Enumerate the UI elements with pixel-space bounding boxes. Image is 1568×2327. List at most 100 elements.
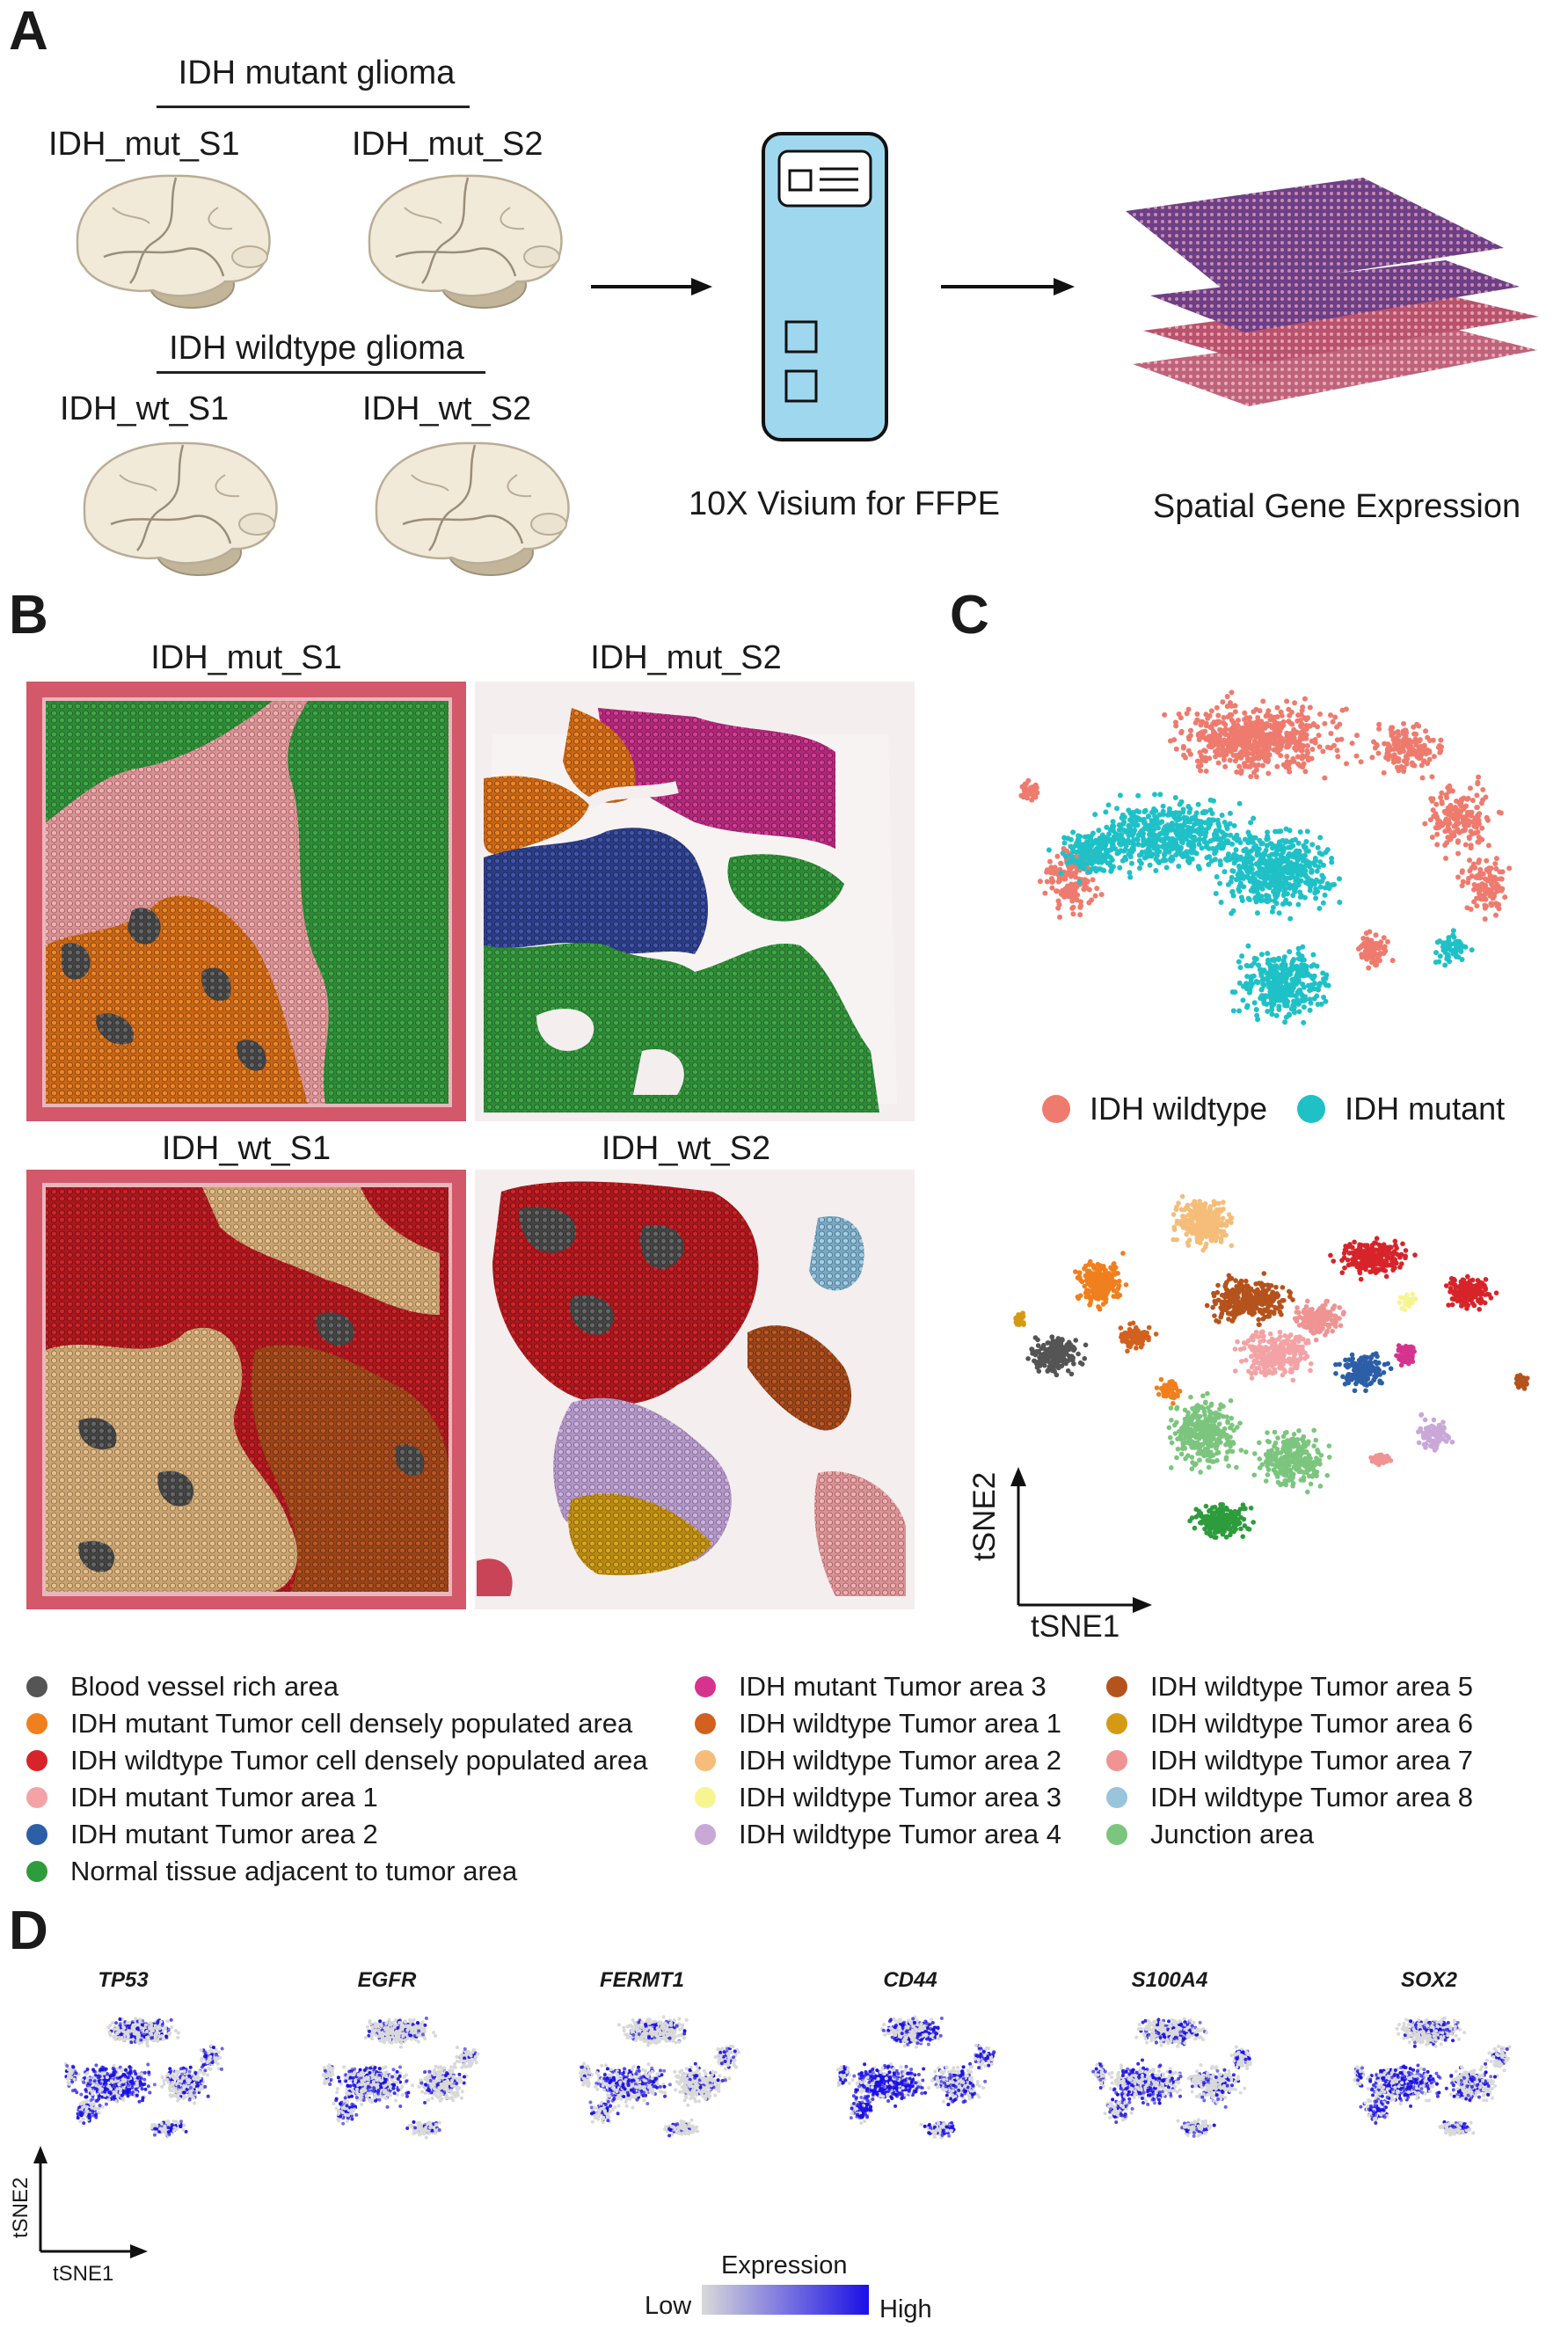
mutant-group-title: IDH mutant glioma [178,55,456,91]
colorbar-high-label: High [879,2295,932,2323]
section-title-wt-s2: IDH_wt_S2 [601,1130,771,1167]
colorbar-title: Expression [721,2251,848,2280]
spatial-section-images [26,682,915,1609]
legend-item: IDH mutant Tumor area 2 [26,1819,378,1850]
legend-swatch [695,1750,716,1771]
visium-slide-icon [762,132,888,441]
arrow-right-icon [130,2244,148,2258]
group-legend: IDH wildtype IDH mutant [1042,1091,1505,1127]
gene-label-s100a4: S100A4 [1131,1968,1208,1992]
legend-label: IDH wildtype Tumor area 4 [739,1819,1061,1849]
brain-icon-wt-s2 [375,441,570,577]
panel-d-x-axis-label: tSNE1 [53,2262,114,2286]
legend-item: IDH wildtype Tumor area 5 [1106,1671,1473,1703]
tsne-cluster-plot [1013,1193,1530,1540]
legend-item: IDH wildtype Tumor area 3 [695,1782,1061,1813]
legend-swatch [26,1750,47,1771]
brain-icon-wt-s1 [83,441,278,577]
legend-label: Normal tissue adjacent to tumor area [70,1856,518,1886]
legend-swatch [26,1824,47,1845]
sample-label-mut-s1: IDH_mut_S1 [48,126,240,163]
legend-label: IDH wildtype Tumor area 5 [1150,1671,1473,1702]
brain-icons [76,174,570,577]
legend-label: IDH wildtype Tumor area 2 [739,1745,1061,1776]
legend-swatch [695,1787,716,1808]
legend-label: IDH wildtype Tumor area 3 [739,1782,1061,1813]
legend-swatch [695,1713,716,1734]
legend-swatch [1106,1750,1127,1771]
section-image-wt-s1 [26,1170,466,1609]
legend-label: IDH mutant Tumor area 1 [70,1782,378,1813]
legend-label-wildtype: IDH wildtype [1090,1091,1268,1127]
sample-label-mut-s2: IDH_mut_S2 [352,126,543,163]
legend-item: IDH wildtype Tumor area 4 [695,1819,1061,1850]
panel-b-label: B [9,585,48,646]
panel-d-label: D [9,1900,48,1961]
arrow-right-icon [941,278,1075,295]
legend-item: Normal tissue adjacent to tumor area [26,1856,517,1887]
legend-label: IDH wildtype Tumor area 6 [1150,1708,1473,1739]
legend-item: IDH wildtype Tumor area 7 [1106,1745,1473,1776]
legend-label: IDH wildtype Tumor area 7 [1150,1745,1473,1776]
legend-label: Junction area [1150,1819,1315,1849]
gene-label-cd44: CD44 [883,1968,937,1992]
legend-label-mutant: IDH mutant [1345,1091,1506,1127]
colorbar-low-label: Low [645,2292,692,2320]
visium-caption: 10X Visium for FFPE [688,485,1001,522]
arrow-up-icon [1010,1467,1026,1486]
arrow-up-icon [33,2146,47,2163]
legend-swatch [1106,1787,1127,1808]
legend-dot-wildtype [1042,1095,1070,1123]
legend-dot-mutant [1297,1095,1326,1123]
legend-label: IDH wildtype Tumor area 1 [739,1708,1061,1739]
legend-swatch [695,1676,716,1697]
panel-a-label: A [9,1,48,62]
legend-swatch [26,1676,47,1697]
section-title-wt-s1: IDH_wt_S1 [161,1130,332,1167]
legend-item: IDH wildtype Tumor cell densely populate… [26,1745,648,1776]
panel-d-axes [33,2146,148,2258]
arrow-right-icon [1133,1597,1152,1613]
gene-expression-plots [63,2015,1512,2140]
legend-item: IDH wildtype Tumor area 8 [1106,1782,1473,1813]
colorbar [702,2285,869,2315]
brain-icon-mut-s2 [368,174,563,310]
section-title-mut-s2: IDH_mut_S2 [590,639,782,676]
legend-swatch [26,1713,47,1734]
sample-label-wt-s1: IDH_wt_S1 [60,390,230,427]
legend-item: Blood vessel rich area [26,1671,339,1703]
legend-item: IDH mutant Tumor cell densely populated … [26,1708,632,1740]
section-title-mut-s1: IDH_mut_S1 [150,639,342,676]
wildtype-group-title: IDH wildtype glioma [169,330,464,367]
spatial-layers-graphic [1126,178,1539,406]
gene-label-egfr: EGFR [357,1968,417,1992]
panel-c-x-axis-label: tSNE1 [1031,1609,1120,1644]
legend-item: IDH mutant Tumor area 1 [26,1782,378,1813]
legend-label: IDH wildtype Tumor cell densely populate… [70,1745,648,1776]
legend-label: Blood vessel rich area [70,1671,339,1702]
legend-label: IDH mutant Tumor area 3 [739,1671,1047,1702]
panel-c-y-axis-label: tSNE2 [967,1471,1002,1561]
gene-label-tp53: TP53 [98,1968,149,1992]
gene-label-sox2: SOX2 [1400,1968,1458,1992]
spatial-caption: Spatial Gene Expression [1152,488,1521,525]
section-image-mut-s2 [475,682,915,1121]
legend-swatch [1106,1824,1127,1845]
sample-label-wt-s2: IDH_wt_S2 [362,390,532,427]
tsne-group-plot [1018,689,1513,1025]
gene-label-fermt1: FERMT1 [600,1968,684,1992]
brain-icon-mut-s1 [76,174,271,310]
wildtype-title-underline [157,371,485,374]
arrow-right-icon [591,278,712,295]
section-image-mut-s1 [26,682,466,1121]
legend-item: IDH wildtype Tumor area 2 [695,1745,1061,1776]
legend-label: IDH mutant Tumor area 2 [70,1819,378,1849]
legend-label: IDH mutant Tumor cell densely populated … [70,1708,633,1739]
legend-item: IDH mutant Tumor area 3 [695,1671,1047,1703]
legend-swatch [1106,1676,1127,1697]
legend-item: IDH wildtype Tumor area 6 [1106,1708,1473,1740]
panel-c-axes [1010,1467,1152,1613]
workflow-graphics [591,132,1075,441]
legend-label: IDH wildtype Tumor area 8 [1150,1782,1473,1813]
section-image-wt-s2 [475,1170,915,1609]
